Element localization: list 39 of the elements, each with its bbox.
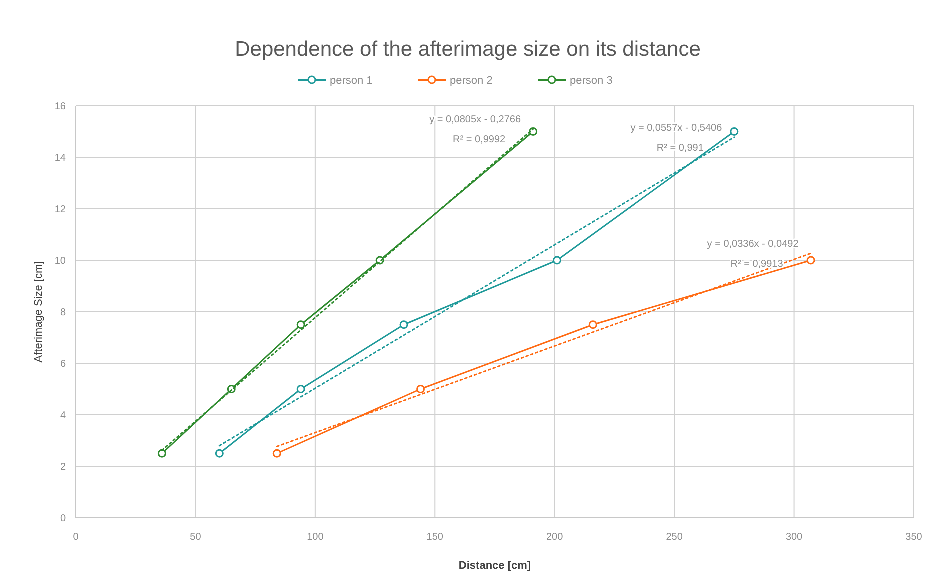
x-tick-label: 100: [307, 532, 324, 543]
point: [296, 385, 306, 394]
x-tick-label: 50: [190, 532, 202, 543]
legend-label: person 1: [330, 74, 373, 87]
point: [588, 320, 598, 330]
point: [553, 256, 562, 265]
y-tick-label: 8: [60, 308, 66, 318]
legend-label: person 2: [450, 74, 493, 87]
x-tick-label: 350: [906, 532, 923, 543]
y-tick-label: 10: [54, 256, 66, 267]
y-tick-label: 12: [54, 204, 66, 216]
annotation: y = 0,0805x - 0,2766: [430, 114, 522, 126]
annotation: R² = 0,991: [656, 142, 704, 154]
y-axis-title: Afterimage Size [cm]: [33, 261, 45, 363]
point: [215, 449, 224, 458]
point: [296, 320, 306, 330]
annotation: y = 0,0557x - 0,5406: [630, 122, 723, 134]
annotation: R² = 0,9992: [453, 134, 506, 146]
point: [416, 385, 426, 394]
x-tick-label: 150: [426, 532, 444, 543]
point: [272, 449, 282, 458]
x-axis-title: Distance [cm]: [458, 560, 532, 572]
y-tick-label: 2: [60, 462, 66, 473]
legend-label: person 3: [570, 74, 613, 87]
y-tick-label: 14: [54, 153, 66, 164]
x-tick-label: 250: [666, 532, 684, 543]
y-tick-label: 16: [54, 102, 66, 112]
x-tick-label: 300: [786, 532, 804, 543]
y-tick-label: 6: [60, 359, 66, 370]
y-tick-label: 4: [60, 410, 66, 422]
point: [400, 320, 408, 330]
point: [158, 449, 166, 458]
point: [806, 256, 816, 265]
x-tick-label: 0: [73, 532, 80, 543]
y-tick-label: 0: [60, 514, 66, 524]
chart-title: Dependence of the afterimage size on its distance: [235, 38, 701, 61]
x-tick-label: 200: [546, 532, 564, 543]
point: [730, 128, 739, 136]
annotation: y = 0,0336x - 0,0492: [707, 239, 800, 250]
